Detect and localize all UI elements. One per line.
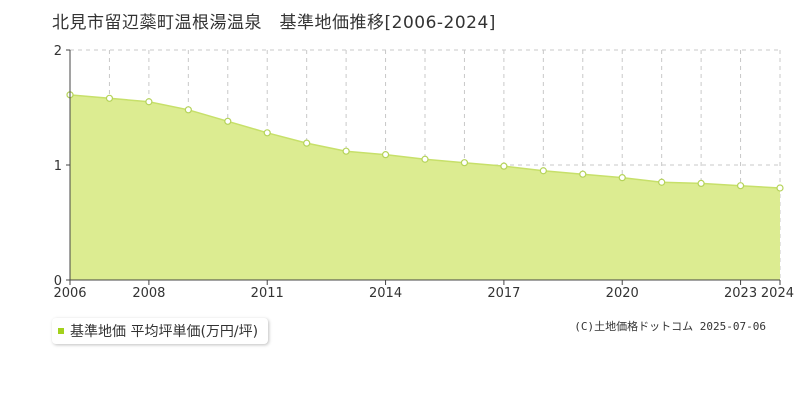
legend: 基準地価 平均坪単価(万円/坪) — [52, 318, 269, 344]
data-point — [460, 159, 469, 167]
data-point — [539, 167, 547, 175]
data-point — [736, 182, 745, 190]
copyright-text: (C)土地価格ドットコム 2025-07-06 — [574, 320, 766, 333]
legend-label: 基準地価 平均坪単価(万円/坪) — [70, 324, 259, 340]
x-tick-label: 2011 — [251, 286, 284, 301]
data-point — [697, 179, 705, 187]
data-point — [658, 178, 666, 186]
legend-swatch — [58, 328, 64, 334]
data-point — [618, 174, 626, 182]
y-tick-label: 2 — [54, 44, 62, 59]
data-point — [105, 94, 114, 102]
x-tick-label: 2023 — [724, 286, 757, 301]
axes — [66, 49, 781, 285]
y-tick-label: 0 — [54, 274, 62, 289]
data-point — [381, 151, 390, 159]
data-point — [224, 117, 232, 125]
data-point — [500, 162, 508, 170]
x-tick-label: 2024 — [761, 286, 794, 301]
data-point — [145, 98, 153, 106]
data-point — [303, 139, 311, 147]
x-tick-label: 2017 — [487, 286, 520, 301]
x-tick-label: 2008 — [132, 286, 165, 301]
tick-labels: 0 1 2 2006 2008 2011 2014 2017 2020 2023 2024 — [53, 44, 794, 301]
data-point — [342, 147, 350, 155]
y-tick-label: 1 — [54, 159, 62, 174]
area-fill — [70, 94, 780, 280]
data-point — [579, 170, 587, 178]
x-tick-label: 2006 — [53, 286, 86, 301]
data-point — [184, 106, 192, 114]
x-tick-label: 2020 — [606, 286, 639, 301]
x-tick-label: 2014 — [369, 286, 402, 301]
data-point — [776, 184, 784, 192]
markers — [66, 91, 784, 192]
chart-title: 北見市留辺蘂町温根湯温泉 基準地価推移[2006-2024] — [52, 13, 496, 33]
data-point — [421, 155, 429, 163]
data-point — [263, 129, 271, 137]
